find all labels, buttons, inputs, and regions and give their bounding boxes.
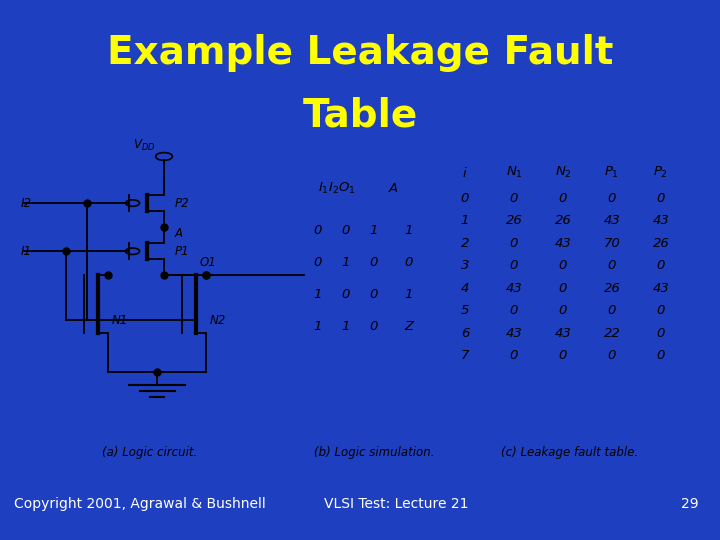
Text: 0: 0: [314, 224, 322, 237]
Text: 5: 5: [461, 304, 469, 317]
Text: 4: 4: [461, 282, 469, 295]
Text: 0: 0: [314, 256, 322, 269]
Text: $P_1$: $P_1$: [605, 165, 619, 180]
Text: VLSI Test: Lecture 21: VLSI Test: Lecture 21: [324, 497, 469, 510]
Text: O1: O1: [199, 256, 216, 269]
Text: 0: 0: [342, 224, 350, 237]
Text: 29: 29: [681, 497, 698, 510]
Text: 0: 0: [559, 282, 567, 295]
Text: 0: 0: [657, 192, 665, 205]
Text: 26: 26: [505, 214, 522, 227]
Text: 0: 0: [608, 349, 616, 362]
Text: 7: 7: [461, 349, 469, 362]
Text: 0: 0: [608, 304, 616, 317]
Text: Example Leakage Fault: Example Leakage Fault: [107, 35, 613, 72]
Text: $I_1 I_2 O_1$: $I_1 I_2 O_1$: [318, 181, 356, 196]
Text: 2: 2: [461, 237, 469, 249]
Text: 22: 22: [603, 327, 621, 340]
Text: 0: 0: [608, 259, 616, 272]
Text: $i$: $i$: [462, 166, 468, 179]
Text: $N_1$: $N_1$: [505, 165, 523, 180]
Text: 0: 0: [657, 304, 665, 317]
Text: (b) Logic simulation.: (b) Logic simulation.: [314, 446, 434, 458]
Text: 0: 0: [510, 192, 518, 205]
Text: 1: 1: [314, 288, 322, 301]
Text: 1: 1: [405, 288, 413, 301]
Text: 0: 0: [559, 192, 567, 205]
Text: 0: 0: [405, 256, 413, 269]
Text: 43: 43: [652, 282, 670, 295]
Text: 0: 0: [370, 288, 378, 301]
Text: 70: 70: [603, 237, 621, 249]
Text: $A$: $A$: [388, 182, 399, 195]
Text: 0: 0: [657, 259, 665, 272]
Text: P1: P1: [174, 245, 189, 258]
Text: 26: 26: [554, 214, 572, 227]
Text: 43: 43: [603, 214, 621, 227]
Text: 0: 0: [461, 192, 469, 205]
Text: Table: Table: [302, 96, 418, 134]
Text: 26: 26: [652, 237, 670, 249]
Text: 43: 43: [505, 327, 522, 340]
Text: (a) Logic circuit.: (a) Logic circuit.: [102, 446, 198, 458]
Text: Copyright 2001, Agrawal & Bushnell: Copyright 2001, Agrawal & Bushnell: [14, 497, 266, 510]
Text: N1: N1: [112, 314, 128, 327]
Text: 1: 1: [461, 214, 469, 227]
Text: 1: 1: [370, 224, 378, 237]
Text: 0: 0: [342, 288, 350, 301]
Text: 43: 43: [652, 214, 670, 227]
Text: 0: 0: [510, 349, 518, 362]
Text: 0: 0: [510, 259, 518, 272]
Text: 43: 43: [554, 237, 572, 249]
Text: 3: 3: [461, 259, 469, 272]
Text: 0: 0: [559, 304, 567, 317]
Text: 6: 6: [461, 327, 469, 340]
Text: 0: 0: [559, 259, 567, 272]
Text: 1: 1: [342, 256, 350, 269]
Text: Z: Z: [405, 320, 413, 333]
Text: (c) Leakage fault table.: (c) Leakage fault table.: [501, 446, 639, 458]
Text: $P_2$: $P_2$: [654, 165, 668, 180]
Text: 1: 1: [405, 224, 413, 237]
Text: I2: I2: [21, 197, 32, 210]
Text: N2: N2: [210, 314, 226, 327]
Text: $N_2$: $N_2$: [554, 165, 572, 180]
Text: P2: P2: [174, 197, 189, 210]
Text: 0: 0: [370, 320, 378, 333]
Text: 0: 0: [657, 327, 665, 340]
Text: 43: 43: [554, 327, 572, 340]
Text: 0: 0: [657, 349, 665, 362]
Text: 1: 1: [314, 320, 322, 333]
Text: I1: I1: [21, 245, 32, 258]
Text: 0: 0: [608, 192, 616, 205]
Text: 26: 26: [603, 282, 621, 295]
Text: 43: 43: [505, 282, 522, 295]
Text: 0: 0: [559, 349, 567, 362]
Text: 0: 0: [510, 304, 518, 317]
Text: 1: 1: [342, 320, 350, 333]
Text: 0: 0: [370, 256, 378, 269]
Text: 0: 0: [510, 237, 518, 249]
Text: $V_{DD}$: $V_{DD}$: [132, 138, 155, 153]
Text: A: A: [174, 227, 183, 240]
